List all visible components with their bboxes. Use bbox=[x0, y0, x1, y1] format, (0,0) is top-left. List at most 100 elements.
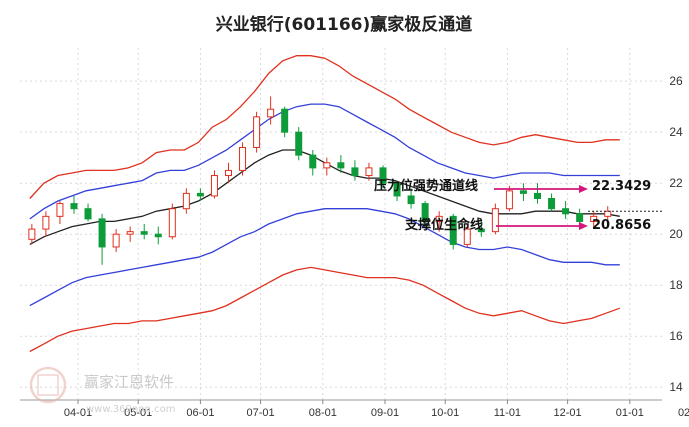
candle-body bbox=[84, 208, 92, 220]
candle-body bbox=[196, 192, 204, 197]
candle bbox=[168, 203, 176, 240]
candle bbox=[337, 155, 345, 173]
candle-body bbox=[28, 228, 36, 240]
annotation-value: 22.3429 bbox=[592, 179, 651, 194]
candle bbox=[548, 193, 556, 212]
channel-line bbox=[29, 208, 620, 307]
candle-body bbox=[379, 167, 387, 184]
y-tick-label: 22 bbox=[669, 176, 683, 190]
x-tick-label: 09-01 bbox=[371, 407, 399, 419]
annotation-label: 支撑位生命线 bbox=[404, 217, 483, 233]
candle bbox=[463, 224, 471, 247]
y-tick-label: 14 bbox=[669, 380, 683, 394]
y-tick-label: 26 bbox=[669, 74, 683, 88]
candlesticks bbox=[28, 96, 612, 265]
candle bbox=[534, 183, 542, 204]
candle-body bbox=[56, 203, 64, 217]
candle-body bbox=[239, 146, 247, 171]
candle-body bbox=[491, 208, 499, 233]
candle-body bbox=[309, 154, 317, 169]
arrow-head-icon bbox=[579, 222, 588, 230]
y-tick-label: 16 bbox=[669, 329, 683, 343]
seal-inner-icon bbox=[37, 374, 59, 396]
candle-body bbox=[267, 108, 275, 118]
candle bbox=[112, 229, 120, 253]
candle-body bbox=[505, 190, 513, 210]
candle bbox=[42, 211, 50, 237]
candle-body bbox=[604, 210, 612, 217]
channel-lines bbox=[29, 55, 621, 353]
candle-body bbox=[154, 233, 162, 238]
candle bbox=[84, 203, 92, 222]
y-tick-label: 20 bbox=[669, 227, 683, 241]
candle bbox=[421, 201, 429, 227]
candle-body bbox=[295, 131, 303, 156]
chart-title: 兴业银行(601166)赢家极反通道 bbox=[216, 14, 473, 35]
candle-body bbox=[182, 192, 190, 210]
candle bbox=[210, 170, 218, 199]
candle bbox=[239, 142, 247, 176]
watermark-text: 赢家江恩软件 bbox=[84, 373, 174, 391]
x-tick-label: 02-01 bbox=[678, 407, 689, 419]
arrow-head-icon bbox=[579, 185, 588, 193]
candle-body bbox=[519, 190, 527, 194]
candle bbox=[365, 162, 373, 181]
x-tick-label: 08-01 bbox=[309, 407, 337, 419]
support-annotation: 支撑位生命线 20.8656 bbox=[404, 217, 651, 233]
candle-body bbox=[590, 215, 598, 222]
x-tick-label: 06-01 bbox=[186, 407, 214, 419]
candle bbox=[70, 195, 78, 214]
candle bbox=[295, 127, 303, 161]
candle bbox=[505, 185, 513, 212]
candle-body bbox=[98, 218, 106, 248]
channel-line bbox=[29, 55, 620, 199]
channel-line bbox=[29, 103, 620, 220]
candle-body bbox=[365, 167, 373, 177]
candle-body bbox=[463, 228, 471, 245]
watermark-url: www.369nnn.com bbox=[86, 404, 175, 415]
candle bbox=[407, 188, 415, 209]
candle-body bbox=[337, 162, 345, 169]
candle bbox=[309, 150, 317, 176]
candle-body bbox=[548, 197, 556, 210]
candle bbox=[323, 157, 331, 176]
candle-body bbox=[449, 215, 457, 245]
candle-body bbox=[435, 215, 443, 222]
candle-body bbox=[126, 231, 134, 235]
candle-body bbox=[351, 167, 359, 177]
candle bbox=[519, 183, 527, 202]
candle-body bbox=[42, 215, 50, 230]
y-tick-label: 24 bbox=[669, 125, 683, 139]
candle-body bbox=[210, 175, 218, 197]
candle-body bbox=[534, 192, 542, 199]
x-tick-label: 10-01 bbox=[431, 407, 459, 419]
candle bbox=[590, 211, 598, 230]
y-tick-label: 18 bbox=[669, 278, 683, 292]
candle-body bbox=[70, 203, 78, 210]
x-tick-label: 04-01 bbox=[64, 407, 92, 419]
candle bbox=[253, 111, 261, 153]
pressure-annotation: 压力位强势通道线 22.3429 bbox=[374, 178, 651, 194]
candle bbox=[98, 213, 106, 265]
candle bbox=[196, 188, 204, 202]
candle-body bbox=[576, 213, 584, 222]
candle bbox=[28, 224, 36, 245]
x-tick-label: 01-01 bbox=[616, 407, 644, 419]
candle bbox=[56, 201, 64, 224]
candle bbox=[126, 226, 134, 242]
candle bbox=[491, 203, 499, 235]
candle bbox=[393, 180, 401, 202]
candle bbox=[604, 206, 612, 224]
candle-body bbox=[224, 169, 232, 177]
seal-icon bbox=[29, 366, 67, 404]
candle bbox=[281, 106, 289, 138]
candle bbox=[351, 160, 359, 181]
watermark: 赢家江恩软件 www.369nnn.com bbox=[29, 366, 175, 415]
candle-body bbox=[477, 228, 485, 233]
annotation-value: 20.8656 bbox=[592, 218, 651, 233]
candle-body bbox=[562, 208, 570, 215]
candle-body bbox=[407, 195, 415, 205]
grid bbox=[20, 48, 662, 400]
x-tick-label: 11-01 bbox=[494, 407, 521, 419]
